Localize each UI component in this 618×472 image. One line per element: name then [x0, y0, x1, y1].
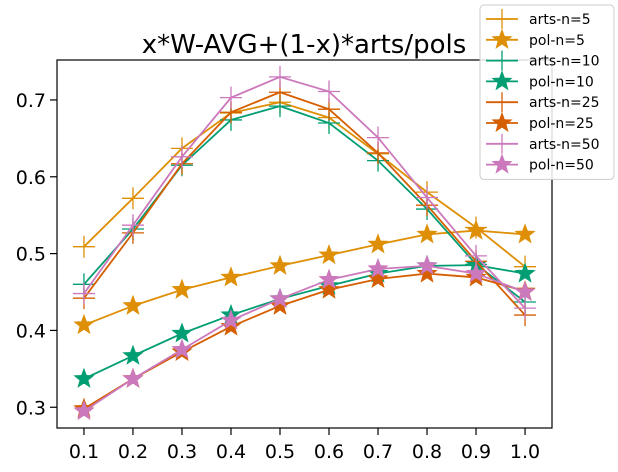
x-tick-label: 0.8: [412, 441, 442, 463]
data-point: [171, 338, 193, 359]
data-point: [318, 278, 340, 299]
data-point: [73, 399, 95, 421]
data-point: [72, 235, 95, 258]
data-point: [367, 257, 389, 278]
series-line: [83, 105, 526, 303]
legend-marker: [491, 70, 513, 91]
data-point: [318, 80, 341, 103]
legend-item: arts-n=50: [486, 133, 600, 154]
legend-label: arts-n=50: [529, 137, 600, 153]
data-point: [416, 254, 438, 275]
legend-box: [479, 4, 615, 180]
x-tick-label: 0.5: [265, 441, 295, 463]
series-line: [83, 272, 526, 410]
y-tick-label: 0.5: [16, 244, 46, 266]
series-line: [83, 101, 526, 268]
data-point: [220, 266, 242, 287]
series-line: [83, 264, 526, 380]
data-point: [171, 278, 193, 299]
chart-title: x*W-AVG+(1-x)*arts/pols: [142, 30, 467, 60]
data-point: [170, 145, 193, 168]
data-point: [318, 243, 340, 265]
data-point: [318, 268, 340, 289]
data-point: [367, 233, 389, 254]
data-point: [268, 65, 291, 88]
data-point: [416, 186, 439, 209]
data-point: [367, 126, 390, 149]
legend-label: arts-n=5: [529, 12, 591, 28]
legend-item: arts-n=5: [486, 9, 591, 29]
legend-marker: [492, 50, 512, 71]
legend: arts-n=5 pol-n=5 arts-n=10 pol-n=10 arts-n=2…: [479, 4, 615, 180]
data-point: [514, 280, 536, 302]
legend-marker: [491, 28, 513, 49]
data-point: [465, 219, 487, 240]
data-point: [72, 282, 95, 305]
legend-marker: [492, 9, 512, 29]
x-tick-label: 0.1: [69, 441, 99, 463]
series-pol-n=10: [73, 253, 536, 388]
legend-marker: [491, 153, 513, 174]
legend-item: pol-n=10: [486, 70, 594, 91]
plot-area: [72, 65, 537, 421]
data-point: [269, 287, 291, 308]
axes-frame: [56, 59, 553, 429]
y-tick-label: 0.7: [16, 90, 46, 112]
legend-label: arts-n=10: [529, 54, 600, 70]
data-point: [514, 262, 536, 283]
x-tick-label: 1.0: [510, 441, 540, 463]
data-point: [121, 214, 144, 237]
series-arts-n=10: [72, 95, 537, 314]
data-point: [219, 86, 242, 109]
data-point: [367, 267, 389, 288]
legend-label: arts-n=25: [529, 95, 600, 111]
legend-label: pol-n=10: [529, 74, 594, 90]
series-line: [83, 264, 526, 412]
y-tick-label: 0.6: [16, 167, 46, 189]
x-tick-label: 0.3: [167, 441, 197, 463]
data-point: [416, 223, 438, 244]
data-point: [416, 262, 438, 283]
legend-label: pol-n=25: [529, 116, 594, 132]
data-point: [121, 187, 144, 210]
series-line: [83, 75, 526, 309]
y-tick-label: 0.4: [16, 320, 46, 342]
data-point: [220, 309, 242, 330]
legend-item: pol-n=50: [486, 153, 594, 174]
data-point: [171, 322, 193, 343]
legend-item: arts-n=10: [486, 50, 600, 71]
y-tick-label: 0.3: [16, 397, 46, 419]
data-point: [514, 297, 537, 320]
data-point: [514, 223, 536, 244]
legend-item: arts-n=25: [486, 92, 600, 113]
x-tick-label: 0.4: [216, 441, 246, 463]
data-point: [122, 367, 144, 388]
data-point: [465, 262, 487, 283]
data-point: [122, 294, 144, 315]
data-point: [73, 313, 95, 335]
legend-item: pol-n=5: [486, 28, 585, 49]
legend-label: pol-n=5: [529, 33, 585, 49]
data-point: [122, 344, 144, 365]
legend-marker: [491, 111, 513, 133]
legend-item: pol-n=25: [486, 111, 594, 133]
series-pol-n=50: [73, 254, 536, 421]
x-tick-label: 0.6: [314, 441, 344, 463]
legend-marker: [492, 133, 512, 154]
data-point: [73, 367, 95, 388]
series-arts-n=50: [72, 65, 537, 320]
data-point: [220, 315, 242, 336]
series-pol-n=25: [73, 262, 536, 418]
series-line: [83, 91, 526, 316]
x-tick-label: 0.9: [461, 441, 491, 463]
legend-marker: [492, 92, 512, 113]
x-tick-label: 0.7: [363, 441, 393, 463]
legend-label: pol-n=50: [529, 158, 594, 174]
x-tick-label: 0.2: [118, 441, 148, 463]
data-point: [269, 254, 291, 275]
axes: 0.1 0.2 0.3 0.4 0.5 0.6 0.7 0.8 0.9 1.0 0.3 0.4 0.5 0…: [16, 90, 540, 463]
